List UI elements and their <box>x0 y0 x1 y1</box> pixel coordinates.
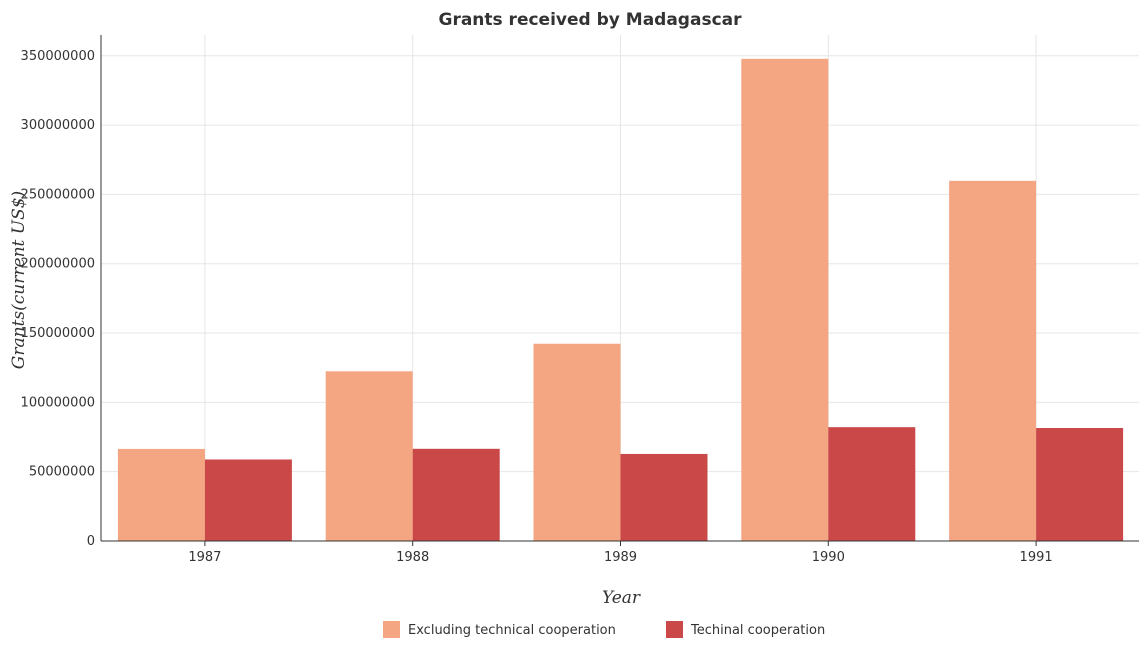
x-tick-label: 1991 <box>1020 550 1053 565</box>
x-axis-label: Year <box>602 588 641 608</box>
bars <box>117 58 1124 541</box>
x-tick-label: 1990 <box>812 550 845 565</box>
x-tick-labels: 1987 1988 1989 1990 1991 <box>188 550 1052 565</box>
bar-technical-cooperation-1989 <box>620 453 708 541</box>
y-tick-label: 250000000 <box>21 187 95 202</box>
legend-swatch <box>383 621 400 638</box>
bar-excluding-technical-cooperation-1991 <box>949 180 1037 541</box>
y-tick-label: 150000000 <box>21 326 95 341</box>
y-axis-label: Grants(current US$) <box>9 191 29 369</box>
x-tick-label: 1987 <box>188 550 221 565</box>
x-tick-label: 1989 <box>604 550 637 565</box>
y-tick-label: 100000000 <box>21 395 95 410</box>
bar-excluding-technical-cooperation-1988 <box>325 371 413 541</box>
y-tick-label: 50000000 <box>29 465 95 480</box>
y-tick-label: 300000000 <box>21 118 95 133</box>
legend-label: Techinal cooperation <box>690 623 825 638</box>
y-tick-label: 350000000 <box>21 49 95 64</box>
legend-swatch <box>666 621 683 638</box>
y-tick-label: 200000000 <box>21 257 95 272</box>
bar-technical-cooperation-1988 <box>412 448 500 541</box>
y-tick-labels: 0 50000000 100000000 150000000 200000000 2500… <box>21 49 95 549</box>
bar-excluding-technical-cooperation-1990 <box>741 58 829 541</box>
x-tick-label: 1988 <box>396 550 429 565</box>
bar-technical-cooperation-1987 <box>204 459 292 541</box>
legend-label: Excluding technical cooperation <box>408 623 616 638</box>
bar-excluding-technical-cooperation-1987 <box>117 448 205 541</box>
chart-title: Grants received by Madagascar <box>438 10 742 30</box>
legend: Excluding technical cooperation Techinal … <box>383 621 825 638</box>
bar-technical-cooperation-1990 <box>828 427 916 541</box>
y-tick-label: 0 <box>87 534 95 549</box>
bar-technical-cooperation-1991 <box>1036 428 1124 541</box>
bar-excluding-technical-cooperation-1989 <box>533 343 621 541</box>
axes <box>100 35 1139 546</box>
